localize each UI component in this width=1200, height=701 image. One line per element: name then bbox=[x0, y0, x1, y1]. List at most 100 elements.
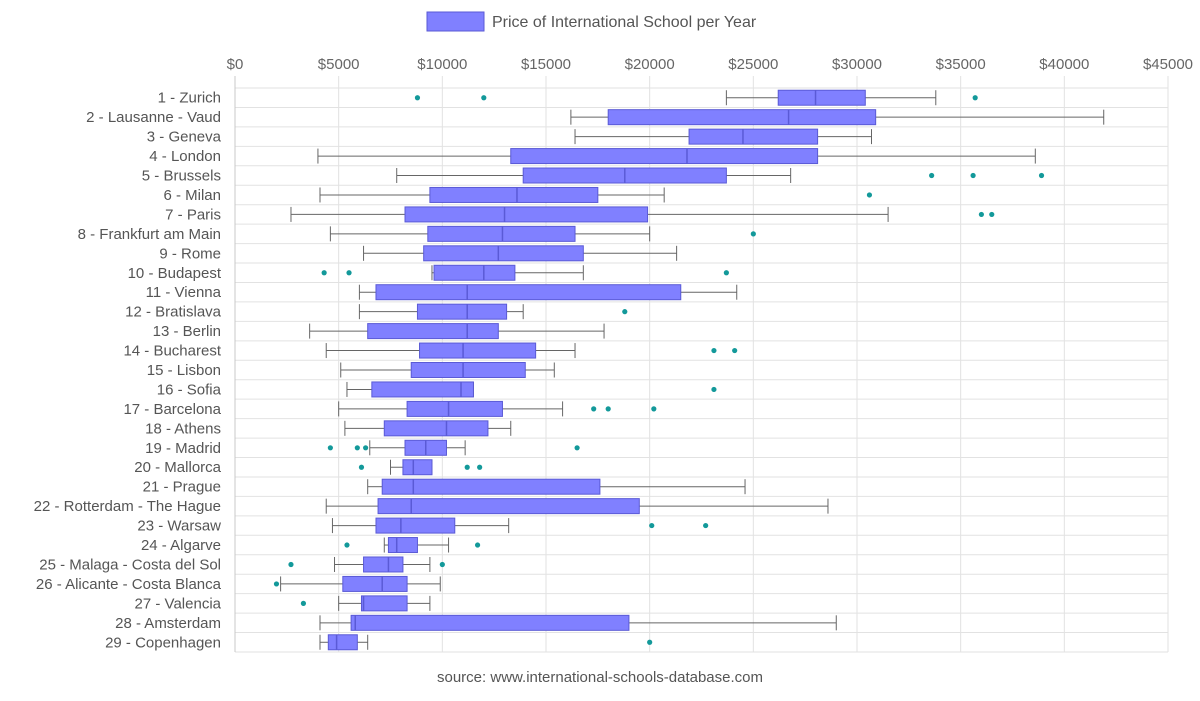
iqr-box bbox=[350, 614, 630, 631]
y-category-label: 2 - Lausanne - Vaud bbox=[86, 109, 221, 126]
iqr-box bbox=[381, 478, 601, 495]
x-tick-label: $0 bbox=[227, 56, 244, 73]
outlier-point bbox=[344, 542, 350, 548]
outlier-point bbox=[970, 172, 976, 179]
boxplot-row[interactable]: 26 - Alicante - Costa Blanca bbox=[36, 575, 441, 593]
source-caption: source: www.international-schools-databa… bbox=[437, 669, 763, 686]
x-tick-label: $5000 bbox=[318, 56, 360, 73]
boxplot-row[interactable]: 15 - Lisbon bbox=[147, 362, 555, 379]
boxplot-row[interactable]: 17 - Barcelona bbox=[123, 400, 657, 418]
boxplot-row[interactable]: 18 - Athens bbox=[145, 420, 512, 437]
outlier-point bbox=[978, 211, 985, 218]
x-tick-label: $30000 bbox=[832, 56, 882, 73]
outlier-point bbox=[711, 386, 717, 393]
boxplot-row[interactable]: 27 - Valencia bbox=[135, 595, 431, 612]
boxplot-row[interactable]: 9 - Rome bbox=[159, 245, 678, 262]
boxplot-row[interactable]: 5 - Brussels bbox=[142, 167, 1045, 185]
outlier-point bbox=[481, 95, 487, 101]
y-category-label: 16 - Sofia bbox=[157, 381, 222, 398]
boxplot-row[interactable]: 20 - Mallorca bbox=[134, 459, 483, 476]
iqr-box bbox=[375, 517, 456, 534]
boxplot-row[interactable]: 3 - Geneva bbox=[147, 128, 873, 146]
boxplot-row[interactable]: 28 - Amsterdam bbox=[115, 614, 837, 632]
outlier-point bbox=[591, 406, 597, 412]
y-category-label: 6 - Milan bbox=[163, 187, 221, 204]
y-category-label: 26 - Alicante - Costa Blanca bbox=[36, 576, 222, 593]
boxplot-row[interactable]: 7 - Paris bbox=[165, 206, 995, 223]
outlier-point bbox=[732, 347, 738, 354]
iqr-box bbox=[410, 362, 526, 378]
y-category-label: 1 - Zurich bbox=[158, 90, 221, 107]
boxplot-row[interactable]: 2 - Lausanne - Vaud bbox=[86, 109, 1105, 126]
boxplot-row[interactable]: 12 - Bratislava bbox=[125, 303, 628, 321]
outlier-point bbox=[346, 270, 352, 276]
x-tick-label: $35000 bbox=[936, 56, 986, 73]
iqr-box bbox=[429, 186, 599, 203]
boxplot-row[interactable]: 29 - Copenhagen bbox=[105, 634, 653, 651]
outlier-point bbox=[477, 464, 483, 470]
iqr-box bbox=[404, 206, 649, 223]
outlier-point bbox=[989, 211, 995, 218]
y-category-label: 9 - Rome bbox=[159, 245, 221, 262]
y-category-label: 13 - Berlin bbox=[153, 323, 221, 340]
y-category-label: 25 - Malaga - Costa del Sol bbox=[39, 556, 221, 573]
iqr-box bbox=[433, 264, 516, 281]
outlier-point bbox=[866, 192, 873, 198]
x-tick-label: $40000 bbox=[1039, 56, 1089, 73]
boxplot-row[interactable]: 21 - Prague bbox=[143, 478, 746, 496]
boxplot-row[interactable]: 6 - Milan bbox=[163, 186, 873, 204]
boxplot-row[interactable]: 16 - Sofia bbox=[157, 381, 717, 398]
iqr-box bbox=[383, 420, 489, 437]
y-category-label: 22 - Rotterdam - The Hague bbox=[34, 498, 221, 515]
x-tick-label: $45000 bbox=[1143, 56, 1193, 73]
boxplot-row[interactable]: 1 - Zurich bbox=[158, 89, 978, 107]
boxplot-row[interactable]: 13 - Berlin bbox=[153, 323, 605, 340]
iqr-box bbox=[419, 342, 537, 359]
boxplot-row[interactable]: 25 - Malaga - Costa del Sol bbox=[39, 556, 445, 573]
iqr-box bbox=[427, 225, 576, 242]
boxplot-row[interactable]: 22 - Rotterdam - The Hague bbox=[34, 498, 829, 515]
y-category-label: 18 - Athens bbox=[145, 420, 221, 437]
legend[interactable]: Price of International School per Year bbox=[426, 11, 757, 32]
outlier-point bbox=[288, 561, 294, 568]
y-category-label: 11 - Vienna bbox=[146, 284, 222, 301]
iqr-box bbox=[327, 634, 358, 651]
legend-swatch bbox=[426, 11, 485, 32]
y-category-label: 12 - Bratislava bbox=[125, 304, 222, 321]
outlier-point bbox=[649, 522, 655, 529]
outlier-point bbox=[327, 445, 333, 451]
boxplot-row[interactable]: 8 - Frankfurt am Main bbox=[78, 225, 756, 243]
iqr-box bbox=[375, 284, 682, 301]
y-category-label: 20 - Mallorca bbox=[134, 459, 221, 476]
boxplot-row[interactable]: 10 - Budapest bbox=[128, 264, 729, 282]
y-category-label: 14 - Bucharest bbox=[123, 343, 221, 360]
boxplot-row[interactable]: 24 - Algarve bbox=[141, 537, 481, 554]
iqr-box bbox=[688, 128, 819, 145]
boxplot-row[interactable]: 4 - London bbox=[149, 148, 1036, 165]
outlier-point bbox=[647, 639, 653, 645]
iqr-box bbox=[423, 245, 584, 262]
iqr-box bbox=[416, 303, 508, 320]
y-category-label: 29 - Copenhagen bbox=[105, 634, 221, 651]
outlier-point bbox=[321, 270, 327, 276]
y-category-label: 27 - Valencia bbox=[135, 595, 222, 612]
outlier-point bbox=[703, 522, 709, 529]
outlier-point bbox=[711, 347, 717, 354]
boxplot-row[interactable]: 23 - Warsaw bbox=[137, 517, 709, 535]
boxplot-row[interactable]: 14 - Bucharest bbox=[123, 342, 738, 360]
grid bbox=[234, 76, 1169, 653]
y-category-label: 8 - Frankfurt am Main bbox=[78, 226, 221, 243]
outlier-point bbox=[464, 464, 470, 470]
y-category-label: 4 - London bbox=[149, 148, 221, 165]
iqr-box bbox=[377, 498, 640, 515]
y-category-label: 17 - Barcelona bbox=[123, 401, 221, 418]
iqr-box bbox=[342, 575, 408, 592]
legend-label: Price of International School per Year bbox=[492, 14, 757, 31]
outlier-point bbox=[474, 542, 481, 548]
x-axis-ticks: $0 $5000 $10000 $15000 $20000 $25000 $30000 $35… bbox=[227, 56, 1193, 73]
outlier-point bbox=[723, 270, 729, 276]
x-tick-label: $10000 bbox=[417, 56, 467, 73]
boxplot-row[interactable]: 11 - Vienna bbox=[146, 284, 738, 301]
boxplot-row[interactable]: 19 - Madrid bbox=[145, 439, 580, 457]
